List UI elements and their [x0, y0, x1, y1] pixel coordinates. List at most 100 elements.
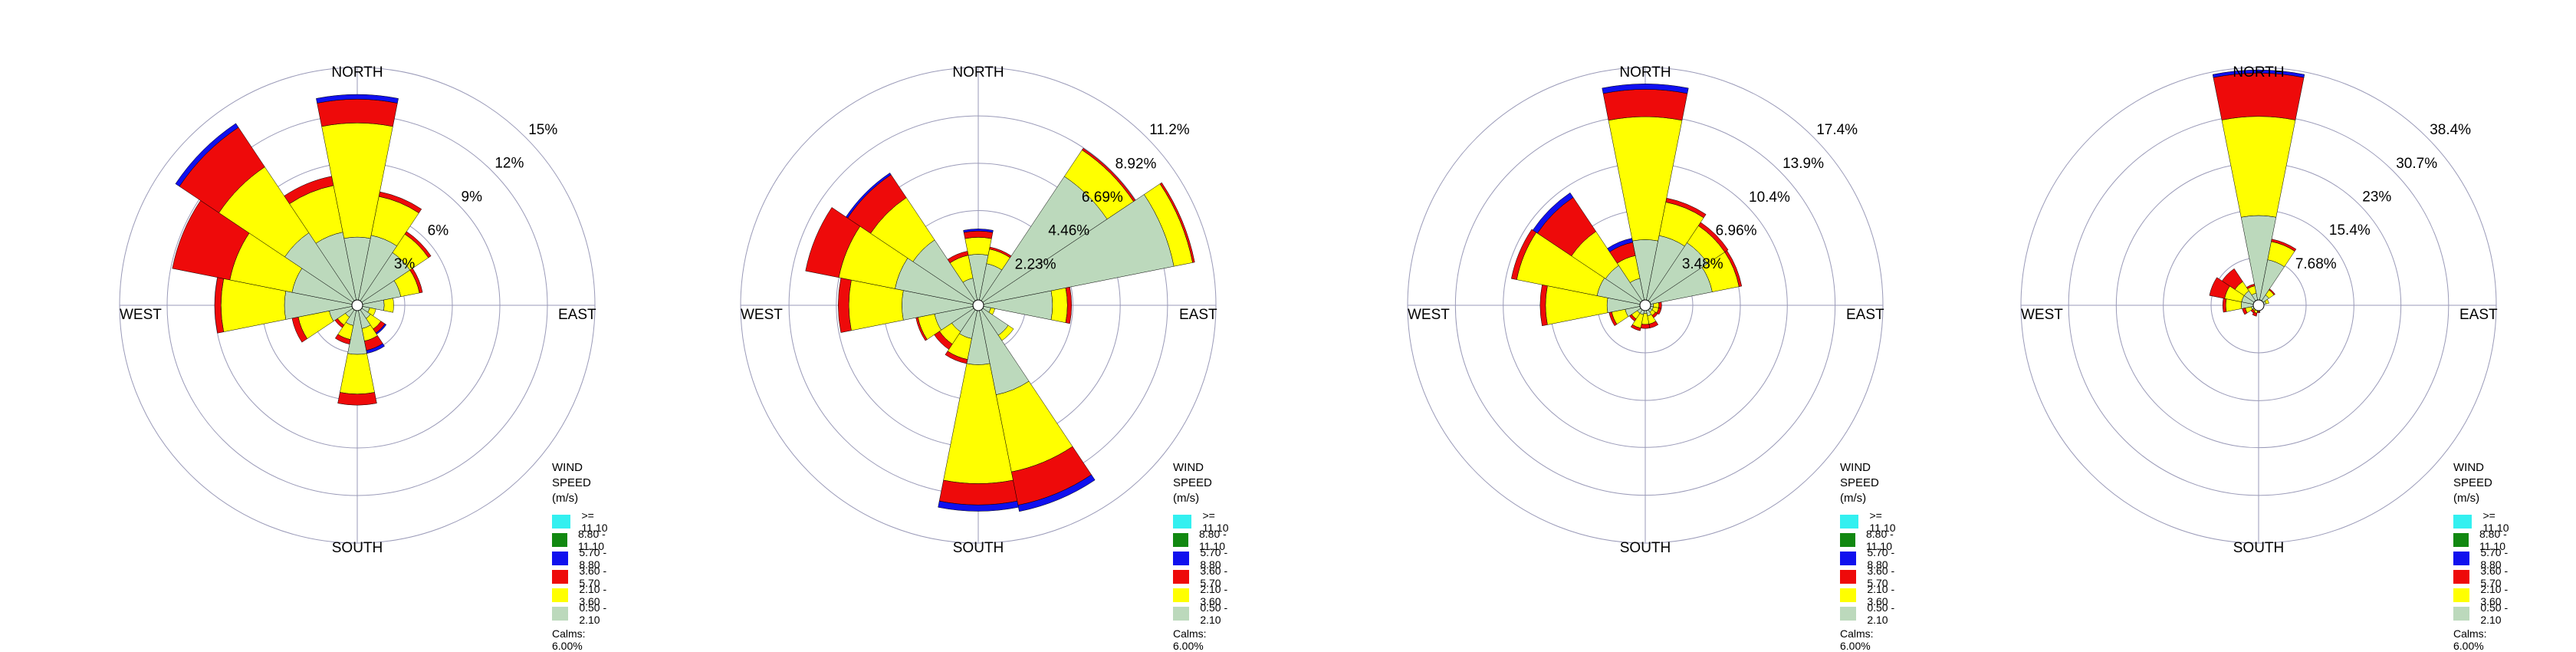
petal-segment: [378, 191, 422, 214]
ring-label: 9%: [462, 189, 483, 205]
legend-row: 8.80 - 11.10: [1173, 528, 1234, 552]
legend-row: 0.50 - 2.10: [1840, 601, 1901, 626]
legend-label: >= 11.10: [581, 509, 608, 534]
windrose-svg: 3.48% 6.96% 10.4% 13.9% 17.4% NORTH SOUTH EAST W…: [1407, 64, 1884, 556]
calms-label: Calms: 6.00%: [2453, 627, 2487, 652]
petal-segment: [846, 173, 892, 219]
petal-segment: [383, 298, 394, 313]
legend-swatch: [1173, 607, 1190, 621]
legend-row: 3.60 - 5.70: [2453, 565, 2515, 589]
direction-label-south: SOUTH: [2233, 540, 2285, 556]
calm-circle: [1639, 299, 1651, 311]
direction-label-west: WEST: [120, 307, 162, 323]
legend-label: 8.80 - 11.10: [1198, 528, 1227, 552]
petal-segment: [2221, 268, 2243, 290]
legend-row: 0.50 - 2.10: [2453, 601, 2515, 626]
legend-label: 2.10 - 3.60: [1200, 583, 1228, 608]
legend-swatch: [1840, 607, 1857, 621]
legend-swatch: [1173, 552, 1190, 565]
windrose-panel: 7.68% 15.4% 23% 30.7% 38.4% NORTH SOUTH EAST WES…: [1901, 0, 2515, 652]
petal-segment: [284, 176, 334, 205]
direction-label-west: WEST: [2021, 307, 2063, 323]
legend-swatch: [1173, 515, 1192, 529]
ring-label: 8.92%: [1116, 156, 1157, 172]
petal-segment: [340, 353, 375, 394]
direction-label-north: NORTH: [952, 64, 1004, 81]
legend-row: 2.10 - 3.60: [552, 583, 613, 608]
legend-label: 3.60 - 5.70: [2480, 565, 2509, 589]
legend-label: 8.80 - 11.10: [1865, 528, 1894, 552]
direction-label-west: WEST: [741, 307, 783, 323]
legend-label: >= 11.10: [1869, 509, 1896, 534]
legend-row: 3.60 - 5.70: [1173, 565, 1234, 589]
ring-label: 17.4%: [1816, 122, 1858, 138]
legend-swatch: [1173, 570, 1190, 584]
windrose-svg: 3% 6% 9% 12% 15% NORTH SOUTH EAST WEST: [119, 64, 596, 556]
petal-segment: [2264, 299, 2269, 305]
legend-label: 3.60 - 5.70: [1867, 565, 1895, 589]
petal-segment: [1065, 286, 1072, 324]
legend-label: 5.70 - 8.80: [1867, 546, 1895, 571]
legend-swatch: [552, 588, 569, 602]
petal-segment: [2256, 311, 2261, 313]
ring-label: 4.46%: [1048, 223, 1089, 239]
petal-segment: [945, 351, 968, 364]
calm-circle: [972, 299, 984, 311]
legend-title: WIND SPEED: [1173, 461, 1212, 489]
petal-segment: [2212, 70, 2305, 78]
petal-segment: [175, 123, 239, 187]
legend: WIND SPEED (m/s) >= 11.10 8.80 - 11.10 5.70 …: [2453, 460, 2515, 652]
legend-label: 2.10 - 3.60: [1867, 583, 1895, 608]
direction-label-west: WEST: [1408, 307, 1450, 323]
legend-swatch: [552, 552, 569, 565]
calms-label: Calms: 6.00%: [1840, 627, 1874, 652]
legend-swatch: [1840, 570, 1857, 584]
petal-segment: [337, 392, 377, 406]
legend-label: 5.70 - 8.80: [1200, 546, 1228, 571]
legend-row: >= 11.10: [552, 509, 613, 534]
windrose-figure: 3% 6% 9% 12% 15% NORTH SOUTH EAST WEST WIND SPEED…: [0, 0, 2515, 652]
direction-label-north: NORTH: [2233, 64, 2284, 81]
calm-circle: [351, 299, 363, 311]
petal-segment: [1050, 288, 1068, 323]
ring-label: 6%: [428, 222, 449, 239]
legend-row: 2.10 - 3.60: [1173, 583, 1234, 608]
legend-row: 8.80 - 11.10: [552, 528, 613, 552]
legend-label: 8.80 - 11.10: [2479, 528, 2507, 552]
legend-swatch: [2453, 533, 2469, 547]
grid-ring: [740, 67, 1217, 544]
legend-label: 3.60 - 5.70: [579, 565, 607, 589]
windrose-panel: 3% 6% 9% 12% 15% NORTH SOUTH EAST WEST WIND SPEED…: [0, 0, 613, 652]
petal-segment: [805, 207, 861, 278]
legend-unit: (m/s): [1173, 492, 1200, 505]
legend-swatch: [1840, 588, 1857, 602]
ring-label: 3.48%: [1682, 256, 1723, 272]
petal-segment: [1665, 197, 1707, 219]
ring-label: 3%: [394, 256, 416, 272]
petal-segment: [2271, 239, 2297, 252]
legend-row: 3.60 - 5.70: [1840, 565, 1901, 589]
legend-row: >= 11.10: [1173, 509, 1234, 534]
petal-segment: [1640, 324, 1651, 329]
legend-unit: (m/s): [2453, 492, 2480, 505]
legend-swatch: [552, 607, 569, 621]
direction-label-east: EAST: [1846, 307, 1884, 323]
ring-label: 38.4%: [2430, 122, 2471, 138]
legend-row: 0.50 - 2.10: [1173, 601, 1234, 626]
legend-row: 8.80 - 11.10: [2453, 528, 2515, 552]
legend-label: 0.50 - 2.10: [1200, 601, 1228, 626]
legend-title: WIND SPEED: [2453, 461, 2492, 489]
ring-label: 2.23%: [1015, 256, 1056, 272]
windrose-panel: 2.23% 4.46% 6.69% 8.92% 11.2% NORTH SOUTH EAST W…: [621, 0, 1234, 652]
petal-segment: [2246, 284, 2256, 289]
petal-segment: [409, 268, 423, 294]
legend-row: 3.60 - 5.70: [552, 565, 613, 589]
petal-segment: [964, 237, 992, 256]
legend-swatch: [2453, 588, 2470, 602]
legend-swatch: [1840, 533, 1855, 547]
legend-swatch: [2453, 515, 2472, 529]
ring-label: 15.4%: [2329, 222, 2371, 239]
ring-label: 12%: [495, 156, 524, 172]
petal-segment: [938, 479, 1018, 505]
legend-label: 5.70 - 8.80: [579, 546, 607, 571]
